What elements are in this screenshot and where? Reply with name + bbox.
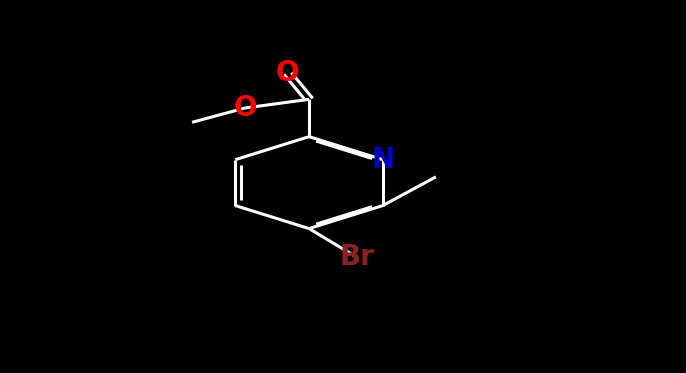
Text: Br: Br (340, 243, 375, 271)
Text: N: N (371, 145, 394, 174)
Text: O: O (276, 59, 300, 88)
Text: O: O (233, 94, 257, 122)
